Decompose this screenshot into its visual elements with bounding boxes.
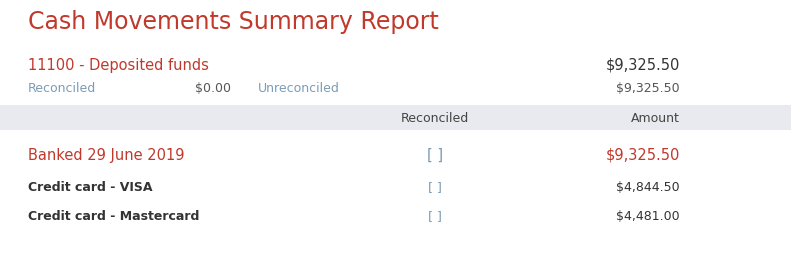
Text: Reconciled: Reconciled <box>28 82 97 95</box>
Text: Cash Movements Summary Report: Cash Movements Summary Report <box>28 10 439 34</box>
Text: [ ]: [ ] <box>428 210 442 223</box>
Text: [ ]: [ ] <box>427 148 443 163</box>
Text: Amount: Amount <box>631 112 680 125</box>
Text: Credit card - VISA: Credit card - VISA <box>28 181 153 194</box>
Text: [ ]: [ ] <box>428 181 442 194</box>
Text: Unreconciled: Unreconciled <box>258 82 340 95</box>
Text: $9,325.50: $9,325.50 <box>606 58 680 73</box>
Bar <box>0 105 791 130</box>
Text: 11100 - Deposited funds: 11100 - Deposited funds <box>28 58 209 73</box>
Text: $9,325.50: $9,325.50 <box>616 82 680 95</box>
Text: $4,481.00: $4,481.00 <box>616 210 680 223</box>
Text: Credit card - Mastercard: Credit card - Mastercard <box>28 210 199 223</box>
Text: Banked 29 June 2019: Banked 29 June 2019 <box>28 148 184 163</box>
Text: $0.00: $0.00 <box>195 82 231 95</box>
Text: $9,325.50: $9,325.50 <box>606 148 680 163</box>
Text: $4,844.50: $4,844.50 <box>616 181 680 194</box>
Text: Reconciled: Reconciled <box>401 112 469 125</box>
